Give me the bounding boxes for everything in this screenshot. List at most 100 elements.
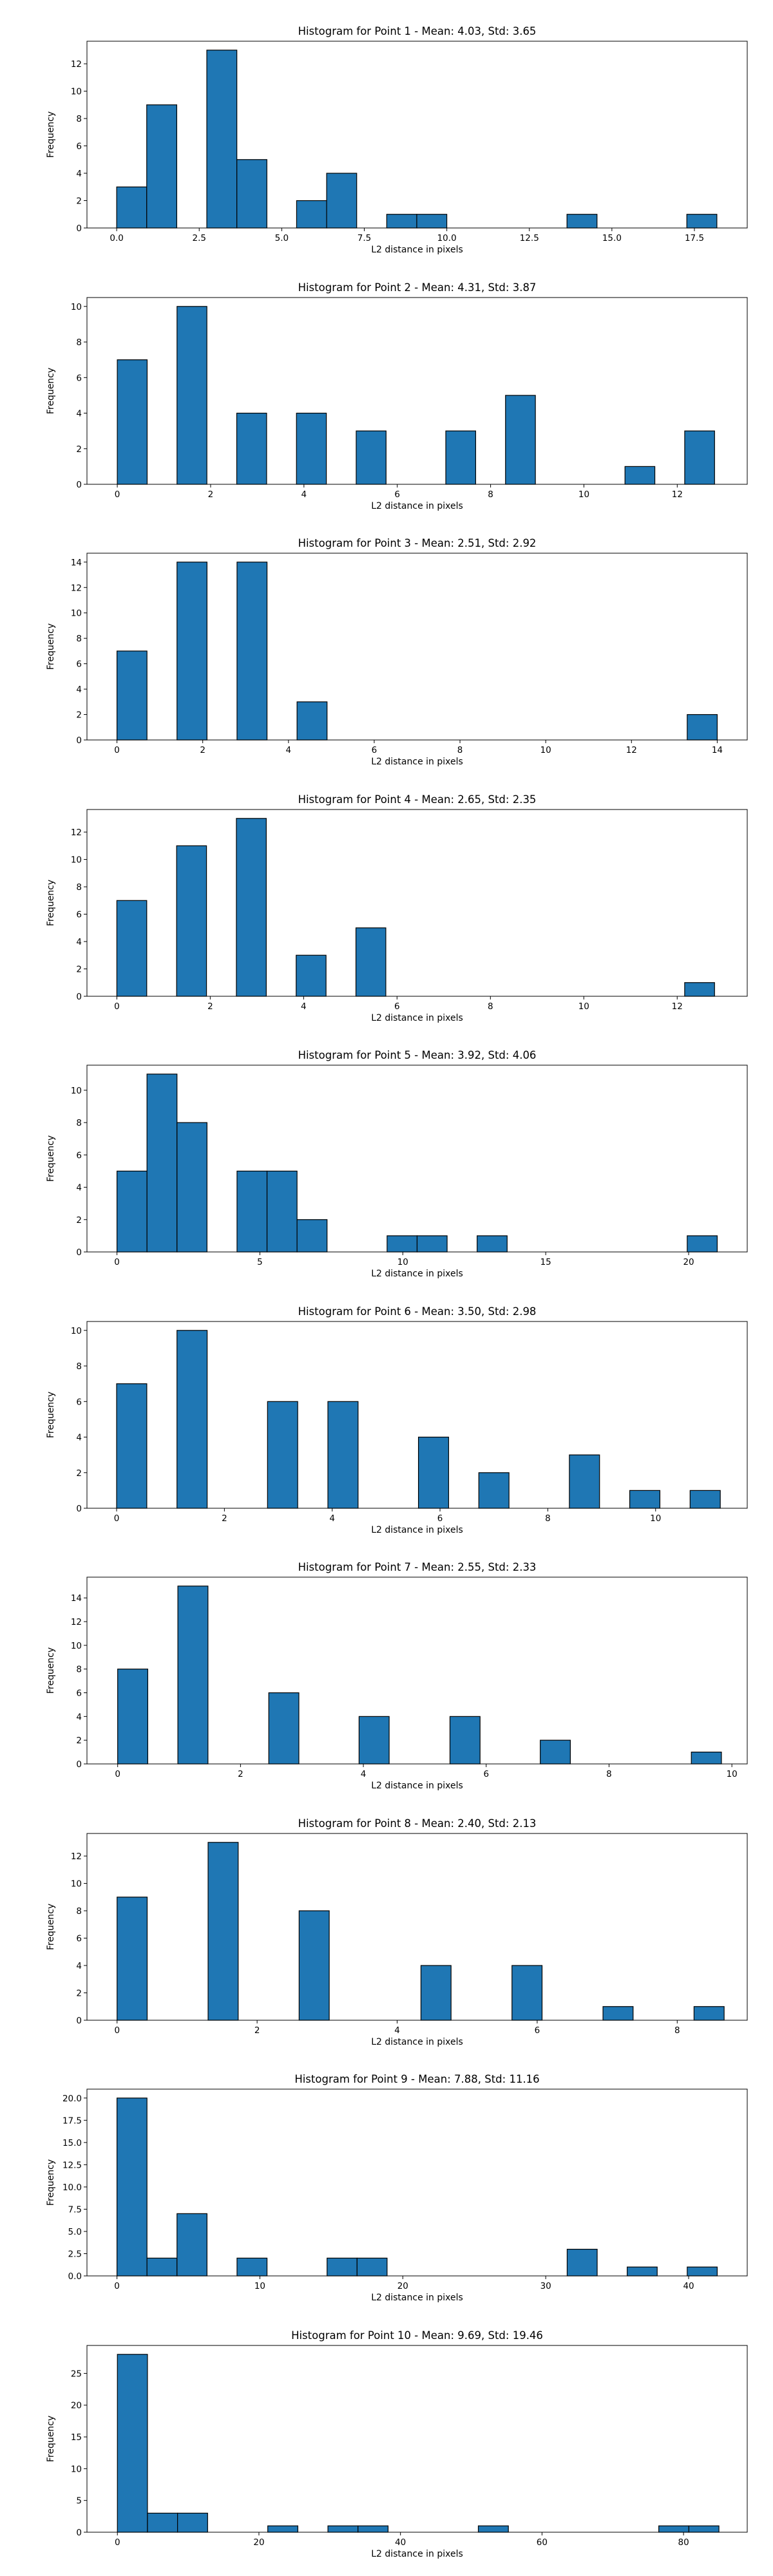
y-tick-label: 0 <box>76 1247 82 1258</box>
histogram-bar <box>417 1436 450 1509</box>
y-tick-label: 7.5 <box>68 2204 82 2215</box>
x-tick-label: 10 <box>578 1001 589 1012</box>
histogram-bar <box>693 2005 725 2021</box>
y-tick-label: 4 <box>76 1712 82 1722</box>
x-tick-label: 6 <box>394 489 400 500</box>
y-tick-label: 4 <box>76 1432 82 1443</box>
y-tick-label: 10 <box>71 1086 82 1096</box>
histogram-bar <box>117 2353 148 2533</box>
chart-title: Histogram for Point 5 - Mean: 3.92, Std:… <box>298 1049 537 1061</box>
x-tick-label: 2 <box>238 1769 243 1779</box>
histogram-bar <box>146 2257 178 2277</box>
histogram-bar <box>177 1329 208 1509</box>
x-tick-label: 2 <box>254 2025 260 2036</box>
histogram-bar <box>566 214 598 229</box>
x-tick-label: 8 <box>606 1769 612 1779</box>
x-tick-label: 4 <box>286 745 292 755</box>
y-tick-label: 12 <box>71 583 82 593</box>
y-tick-label: 4 <box>76 169 82 179</box>
x-tick-label: 10 <box>540 745 551 755</box>
y-tick-label: 8 <box>76 1906 82 1917</box>
histogram-bar <box>177 1122 207 1253</box>
histogram-chart-2: Histogram for Point 2 - Mean: 4.31, Std:… <box>46 281 748 511</box>
histogram-bar <box>449 1716 481 1765</box>
y-tick-label: 10 <box>71 301 82 312</box>
histogram-bar <box>356 430 386 485</box>
x-tick-label: 8 <box>457 745 463 755</box>
histogram-bar <box>236 159 267 229</box>
y-axis-label: Frequency <box>46 2159 56 2206</box>
histogram-bar <box>236 412 267 485</box>
x-tick-label: 20 <box>397 2281 408 2291</box>
histogram-bar <box>296 1219 328 1253</box>
x-tick-label: 0 <box>114 2025 120 2036</box>
x-tick-label: 0 <box>115 2537 120 2548</box>
x-tick-label: 10 <box>397 1257 408 1267</box>
x-tick-label: 20 <box>683 1257 694 1267</box>
histogram-bar <box>686 214 718 229</box>
histogram-chart-10: Histogram for Point 10 - Mean: 9.69, Std… <box>46 2329 748 2559</box>
x-tick-label: 0 <box>114 745 120 755</box>
y-axis-label: Frequency <box>46 1647 56 1694</box>
histogram-bar <box>117 1896 148 2021</box>
plot-frame <box>86 297 748 484</box>
histogram-bar <box>117 1669 148 1765</box>
histogram-chart-7: Histogram for Point 7 - Mean: 2.55, Std:… <box>46 1561 748 1791</box>
histogram-bar <box>687 2266 718 2277</box>
histogram-bar <box>684 430 715 485</box>
y-tick-label: 8 <box>76 337 82 348</box>
plot-frame <box>86 553 748 741</box>
histogram-bar <box>540 1739 571 1765</box>
histogram-bar <box>236 562 268 741</box>
chart-title: Histogram for Point 3 - Mean: 2.51, Std:… <box>298 537 537 549</box>
x-tick-label: 7.5 <box>358 233 371 243</box>
histogram-bar <box>505 394 536 485</box>
x-tick-label: 2.5 <box>193 233 206 243</box>
histogram-bar <box>327 2525 359 2533</box>
y-axis-label: Frequency <box>46 111 56 158</box>
y-tick-label: 25 <box>71 2369 82 2379</box>
x-axis-label: L2 distance in pixels <box>371 501 463 511</box>
y-tick-label: 8 <box>76 1361 82 1372</box>
x-axis-label: L2 distance in pixels <box>371 1269 463 1279</box>
chart-title: Histogram for Point 8 - Mean: 2.40, Std:… <box>298 1817 537 1830</box>
y-tick-label: 6 <box>76 373 82 383</box>
x-tick-label: 10 <box>254 2281 265 2291</box>
y-tick-label: 4 <box>76 685 82 695</box>
y-tick-label: 4 <box>76 408 82 419</box>
y-tick-label: 12 <box>71 1852 82 1862</box>
histogram-bar <box>268 1692 300 1765</box>
plot-frame <box>86 2088 748 2277</box>
histogram-bar <box>687 714 718 741</box>
x-tick-label: 4 <box>394 2025 400 2036</box>
histogram-bar <box>691 1751 722 1765</box>
x-tick-label: 0 <box>114 1257 120 1267</box>
y-tick-label: 12 <box>71 828 82 838</box>
histogram-bar <box>298 1909 330 2021</box>
x-tick-label: 10 <box>650 1513 661 1524</box>
x-tick-label: 4 <box>361 1769 367 1779</box>
y-axis-label: Frequency <box>46 879 56 925</box>
histogram-bar <box>116 2098 148 2277</box>
plot-frame <box>86 1577 748 1765</box>
y-tick-label: 10 <box>71 1641 82 1651</box>
x-tick-label: 14 <box>712 745 723 755</box>
y-tick-label: 0 <box>76 1504 82 1514</box>
x-tick-label: 5.0 <box>275 233 289 243</box>
x-tick-label: 12 <box>672 489 683 500</box>
y-tick-label: 2 <box>76 196 82 207</box>
y-tick-label: 0.0 <box>68 2271 82 2282</box>
chart-title: Histogram for Point 7 - Mean: 2.55, Std:… <box>298 1561 537 1573</box>
y-tick-label: 6 <box>76 659 82 670</box>
histogram-bar <box>177 1586 209 1765</box>
x-tick-label: 0.0 <box>110 233 123 243</box>
y-tick-label: 2 <box>76 1468 82 1478</box>
chart-title: Histogram for Point 10 - Mean: 9.69, Std… <box>291 2329 543 2342</box>
x-tick-label: 0 <box>114 1513 120 1524</box>
y-tick-label: 14 <box>71 1593 82 1604</box>
x-tick-label: 60 <box>537 2537 548 2548</box>
x-tick-label: 15.0 <box>602 233 622 243</box>
x-tick-label: 17.5 <box>685 233 704 243</box>
x-axis-label: L2 distance in pixels <box>371 1525 463 1535</box>
y-tick-label: 0 <box>76 480 82 490</box>
